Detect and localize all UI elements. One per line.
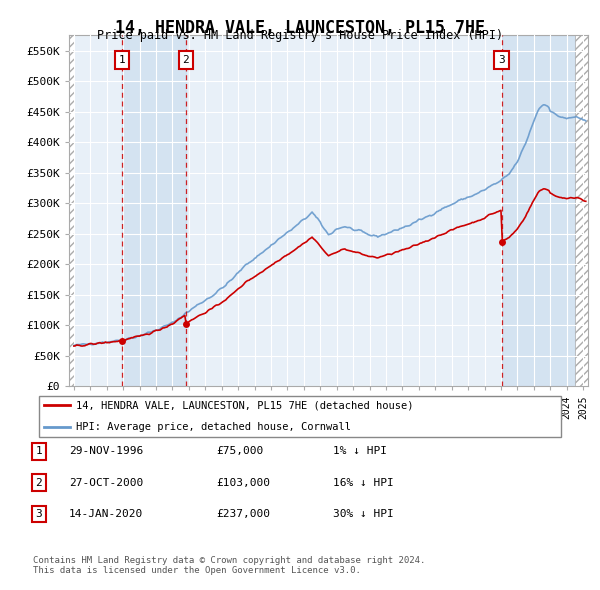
Text: Price paid vs. HM Land Registry's House Price Index (HPI): Price paid vs. HM Land Registry's House …: [97, 30, 503, 42]
Bar: [122, 35, 186, 386]
FancyBboxPatch shape: [38, 396, 562, 437]
Text: 2: 2: [35, 478, 43, 487]
Text: 3: 3: [498, 55, 505, 65]
Text: HPI: Average price, detached house, Cornwall: HPI: Average price, detached house, Corn…: [76, 422, 350, 432]
Text: 27-OCT-2000: 27-OCT-2000: [69, 478, 143, 487]
Text: 29-NOV-1996: 29-NOV-1996: [69, 447, 143, 456]
Text: 2: 2: [182, 55, 190, 65]
Bar: [69, 35, 74, 386]
Text: 14, HENDRA VALE, LAUNCESTON, PL15 7HE (detached house): 14, HENDRA VALE, LAUNCESTON, PL15 7HE (d…: [76, 401, 413, 411]
Text: £75,000: £75,000: [216, 447, 263, 456]
Text: 3: 3: [35, 509, 43, 519]
Text: £237,000: £237,000: [216, 509, 270, 519]
Bar: [575, 35, 588, 386]
Text: 14-JAN-2020: 14-JAN-2020: [69, 509, 143, 519]
Text: 1% ↓ HPI: 1% ↓ HPI: [333, 447, 387, 456]
Text: This data is licensed under the Open Government Licence v3.0.: This data is licensed under the Open Gov…: [33, 566, 361, 575]
Text: 1: 1: [118, 55, 125, 65]
Text: £103,000: £103,000: [216, 478, 270, 487]
Text: 14, HENDRA VALE, LAUNCESTON, PL15 7HE: 14, HENDRA VALE, LAUNCESTON, PL15 7HE: [115, 19, 485, 37]
Bar: [502, 35, 575, 386]
Text: 1: 1: [35, 447, 43, 456]
Text: 16% ↓ HPI: 16% ↓ HPI: [333, 478, 394, 487]
Text: Contains HM Land Registry data © Crown copyright and database right 2024.: Contains HM Land Registry data © Crown c…: [33, 556, 425, 565]
Text: 30% ↓ HPI: 30% ↓ HPI: [333, 509, 394, 519]
